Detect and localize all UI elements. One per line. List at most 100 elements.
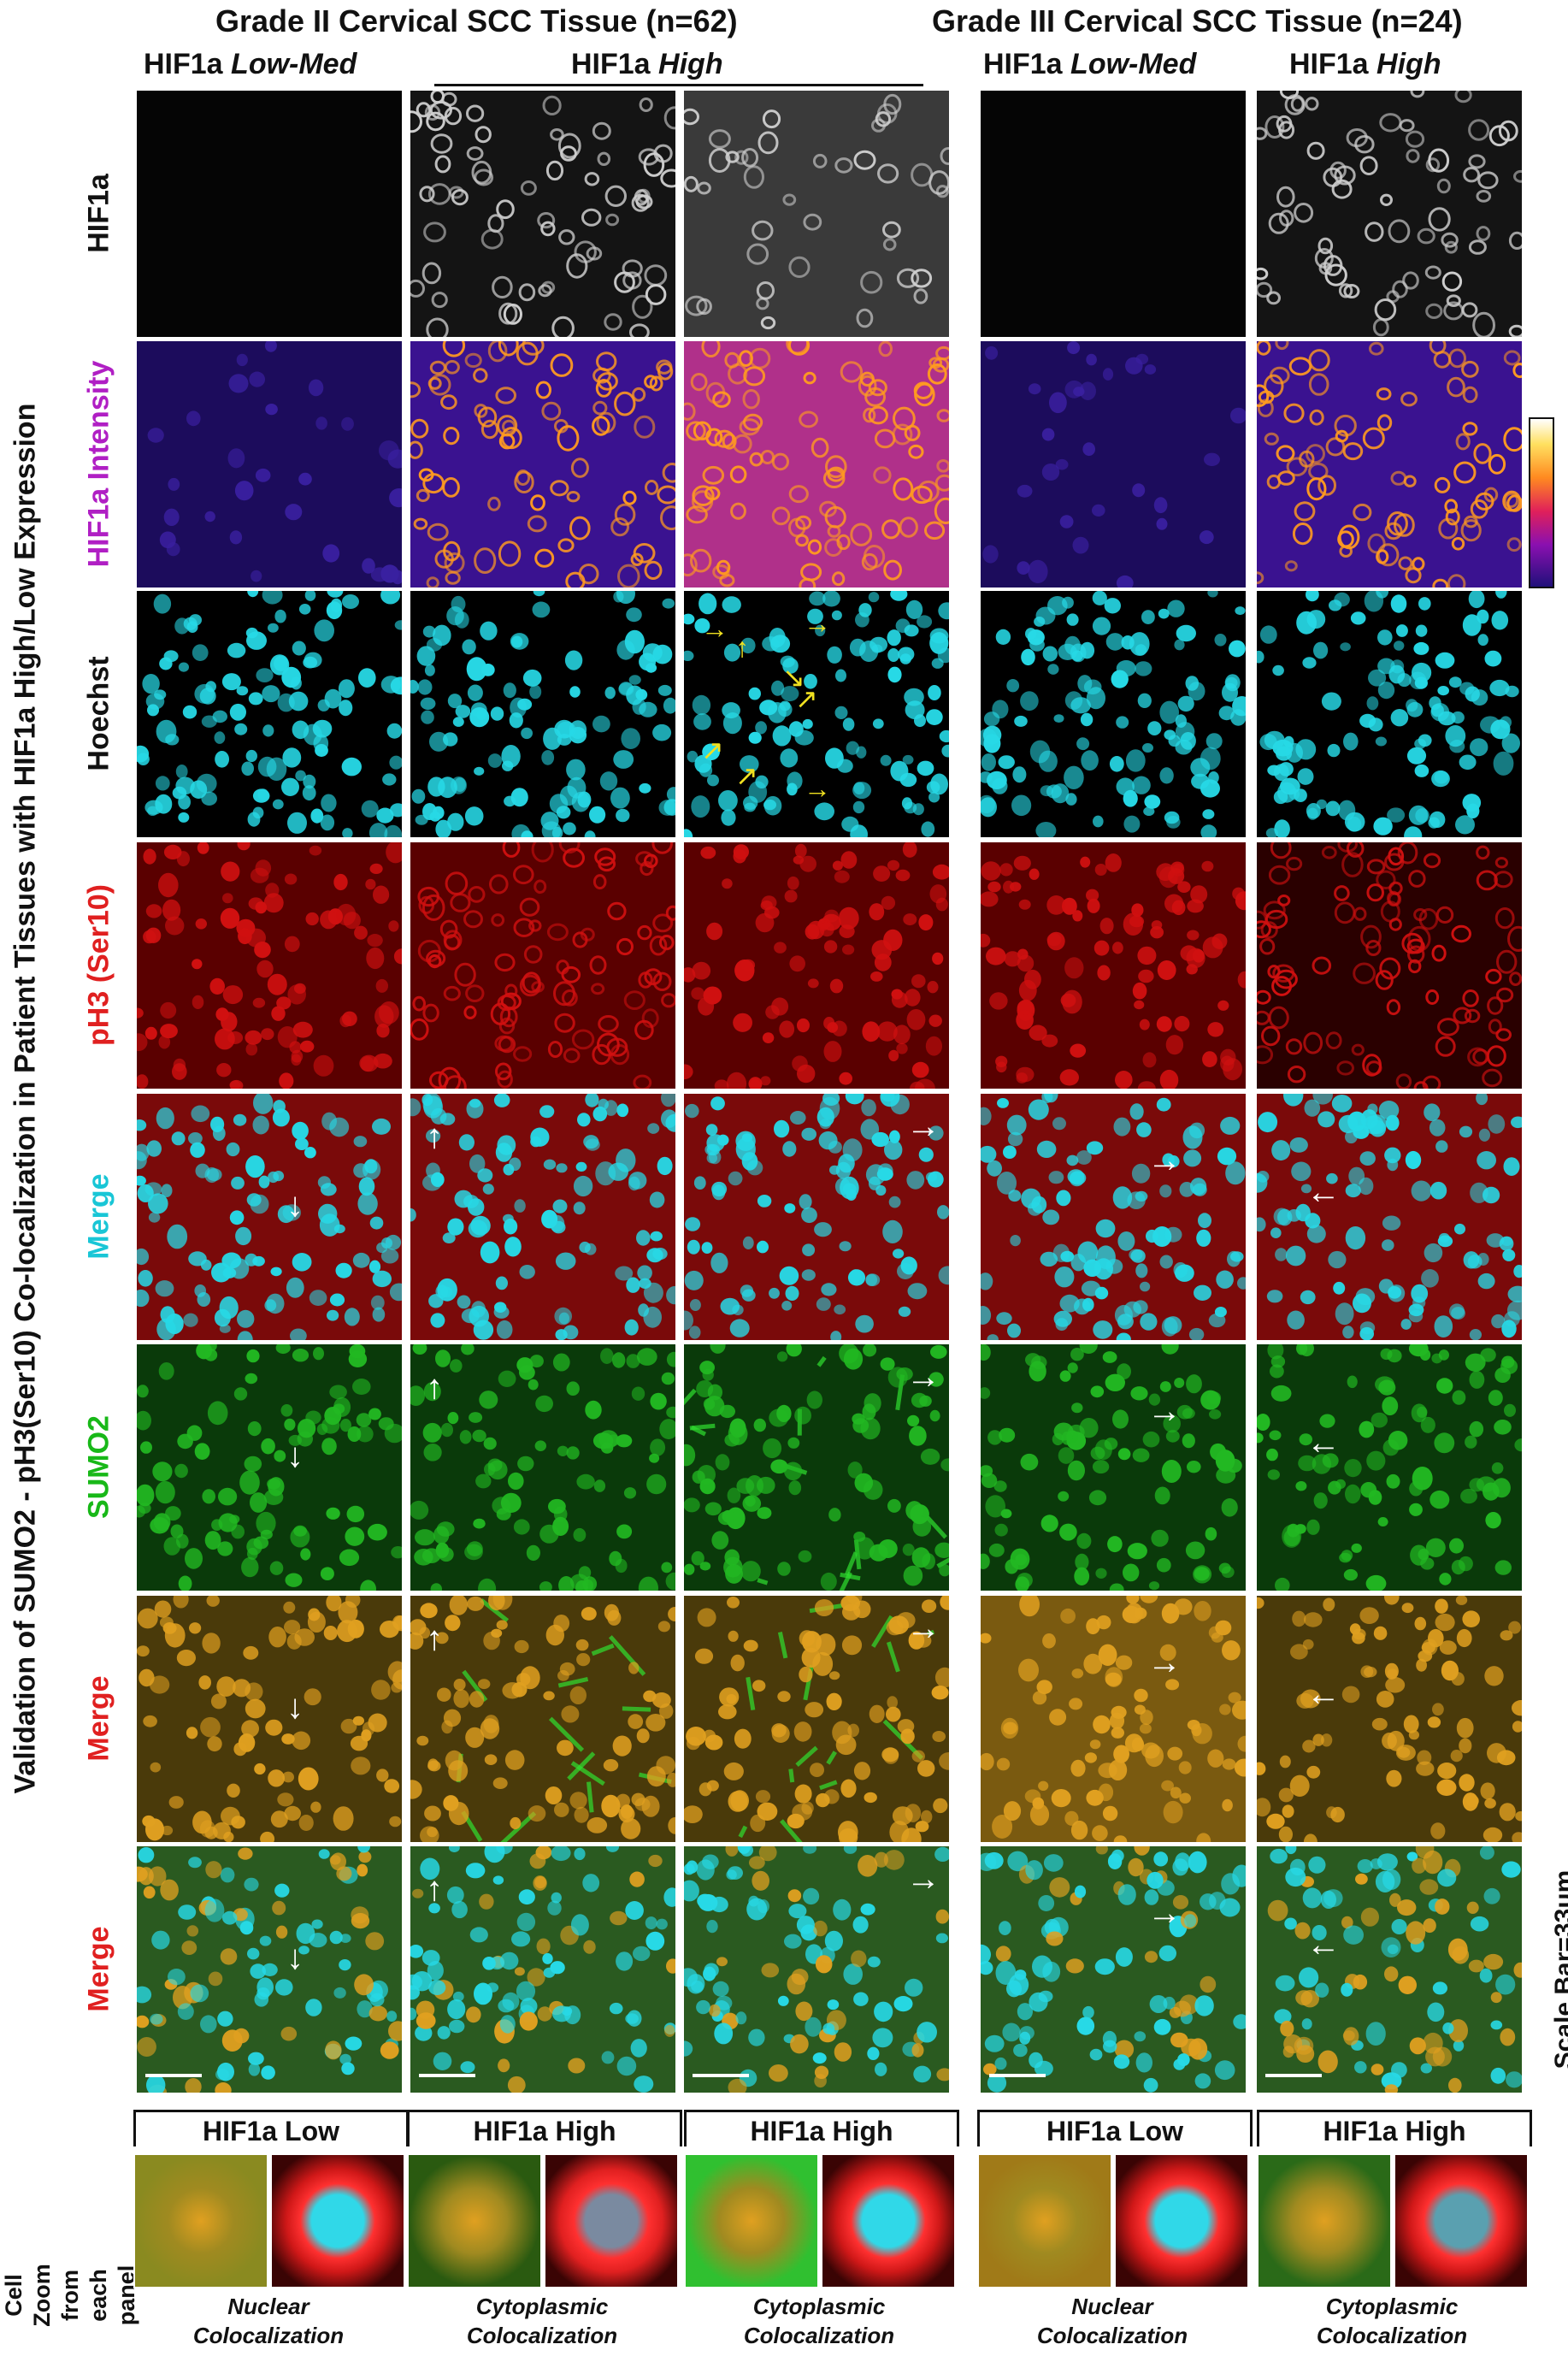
white-arrow-icon: → [1147, 1392, 1182, 1430]
micrograph-r2-c1 [410, 591, 675, 837]
micrograph-r6-c1 [410, 1596, 675, 1842]
white-arrow-icon: ↑ [426, 1620, 443, 1657]
scale-bar [989, 2074, 1046, 2077]
micrograph-r6-c4 [1257, 1596, 1522, 1842]
micrograph-r3-c0 [137, 842, 402, 1089]
col5-subheader: HIF1a High [1289, 48, 1441, 80]
white-arrow-icon: → [1147, 1644, 1182, 1681]
micrograph-r1-c1 [410, 341, 675, 588]
yellow-arrow-icon: → [804, 773, 831, 804]
zoom-merge-channel [821, 2153, 956, 2288]
zoom-green-channel [977, 2153, 1112, 2288]
micrograph-r5-c3 [981, 1344, 1246, 1591]
white-arrow-icon: ↑ [426, 1118, 443, 1155]
scale-bar [145, 2074, 202, 2077]
zoom-group-title: HIF1a High [1323, 2116, 1466, 2146]
micrograph-r6-c3 [981, 1596, 1246, 1842]
micrograph-r2-c2 [684, 591, 949, 837]
col4-subheader: HIF1a Low-Med [983, 48, 1197, 80]
row-label-6: Merge [82, 1675, 115, 1762]
micrograph-r4-c1 [410, 1094, 675, 1340]
white-arrow-icon: ← [1306, 1173, 1341, 1211]
zoom-green-channel [1257, 2153, 1392, 2288]
micrograph-r6-c2 [684, 1596, 949, 1842]
white-arrow-icon: → [906, 1107, 940, 1145]
white-arrow-icon: ↓ [286, 1939, 304, 1976]
micrograph-r1-c0 [137, 341, 402, 588]
micrograph-r0-c4 [1257, 91, 1522, 337]
white-arrow-icon: ↓ [286, 1688, 304, 1726]
micrograph-r2-c0 [137, 591, 402, 837]
white-arrow-icon: ← [1306, 1675, 1341, 1713]
zoom-caption: Nuclear Colocalization [1036, 2294, 1188, 2348]
micrograph-r5-c4 [1257, 1344, 1522, 1591]
scale-bar [1265, 2074, 1322, 2077]
grade3-header: Grade III Cervical SCC Tissue (n=24) [932, 3, 1463, 38]
white-arrow-icon: → [906, 1609, 940, 1647]
micrograph-r3-c2 [684, 842, 949, 1089]
zoom-green-channel [133, 2153, 268, 2288]
zoom-merge-channel [270, 2153, 405, 2288]
zoom-group-title: HIF1a Low [202, 2116, 339, 2146]
row-label-2: Hoechst [82, 656, 115, 771]
row-label-3: pH3 (Ser10) [82, 884, 115, 1046]
micrograph-r5-c2 [684, 1344, 949, 1591]
yellow-arrow-icon: ↗ [701, 735, 724, 765]
zoom-caption: Cytoplasmic Colocalization [743, 2294, 895, 2348]
micrograph-r7-c2 [684, 1846, 949, 2093]
micrograph-r1-c4 [1257, 341, 1522, 588]
grade2-header: Grade II Cervical SCC Tissue (n=62) [215, 3, 738, 38]
yellow-arrow-icon: ↘ [782, 662, 805, 693]
micrograph-r7-c4 [1257, 1846, 1522, 2093]
micrograph-r2-c3 [981, 591, 1246, 837]
white-arrow-icon: ↓ [286, 1437, 304, 1474]
zoom-caption: Cytoplasmic Colocalization [1316, 2294, 1468, 2348]
scale-bar [419, 2074, 475, 2077]
zoom-group-title: HIF1a High [750, 2116, 893, 2146]
white-arrow-icon: → [906, 1358, 940, 1396]
zoom-caption: Cytoplasmic Colocalization [466, 2294, 618, 2348]
col2-subheader: HIF1a High [571, 48, 723, 80]
micrograph-r0-c3 [981, 91, 1246, 337]
zoom-caption: Nuclear Colocalization [192, 2294, 345, 2348]
white-arrow-icon: → [1147, 1142, 1182, 1179]
white-arrow-icon: ↑ [426, 1368, 443, 1406]
micrograph-r4-c4 [1257, 1094, 1522, 1340]
micrograph-r1-c3 [981, 341, 1246, 588]
row-label-0: HIF1a [82, 174, 115, 253]
zoom-group-3: HIF1a Low [977, 2110, 1253, 2146]
zoom-group-2: HIF1a High [684, 2110, 959, 2146]
row-label-7: Merge [82, 1926, 115, 2012]
zoom-green-channel [684, 2153, 819, 2288]
row-label-4: Merge [82, 1173, 115, 1260]
micrograph-r0-c0 [137, 91, 402, 337]
white-arrow-icon: → [1147, 1894, 1182, 1932]
row-label-5: SUMO2 [82, 1415, 115, 1519]
high-columns-underline [434, 84, 923, 86]
yellow-arrow-icon: ↗ [795, 683, 818, 714]
micrograph-r7-c3 [981, 1846, 1246, 2093]
micrograph-r3-c4 [1257, 842, 1522, 1089]
micrograph-r4-c0 [137, 1094, 402, 1340]
white-arrow-icon: ← [1306, 1424, 1341, 1461]
micrograph-r7-c0 [137, 1846, 402, 2093]
micrograph-r2-c4 [1257, 591, 1522, 837]
zoom-group-4: HIF1a High [1257, 2110, 1532, 2146]
zoom-merge-channel [1394, 2153, 1529, 2288]
scale-bar [693, 2074, 749, 2077]
white-arrow-icon: ↓ [286, 1186, 304, 1224]
white-arrow-icon: ← [1306, 1926, 1341, 1963]
micrograph-r5-c0 [137, 1344, 402, 1591]
micrograph-r4-c2 [684, 1094, 949, 1340]
micrograph-r7-c1 [410, 1846, 675, 2093]
micrograph-r6-c0 [137, 1596, 402, 1842]
micrograph-r0-c2 [684, 91, 949, 337]
zoom-green-channel [407, 2153, 542, 2288]
zoom-merge-channel [544, 2153, 679, 2288]
zoom-group-1: HIF1a High [407, 2110, 682, 2146]
micrograph-r1-c2 [684, 341, 949, 588]
micrograph-r3-c1 [410, 842, 675, 1089]
col1-subheader: HIF1a Low-Med [144, 48, 357, 80]
yellow-arrow-icon: → [701, 613, 728, 644]
white-arrow-icon: ↑ [426, 1870, 443, 1908]
